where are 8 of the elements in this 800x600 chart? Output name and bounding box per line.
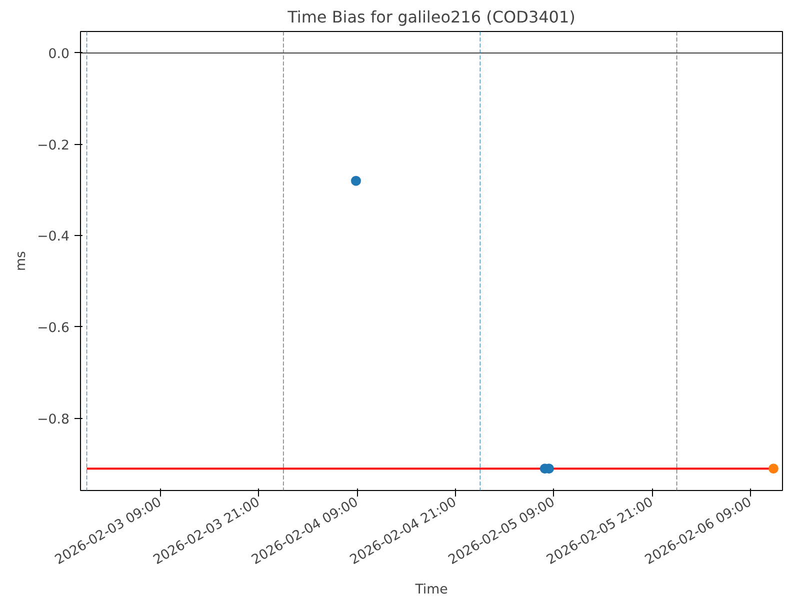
y-tick-label: −0.2	[37, 138, 70, 154]
y-axis-title: ms	[14, 250, 30, 271]
y-tick-label: −0.8	[37, 412, 70, 428]
y-tick-label: 0.0	[48, 46, 70, 62]
y-tick-label: −0.6	[37, 320, 70, 336]
x-axis-title: Time	[414, 582, 448, 598]
y-tick-label: −0.4	[37, 230, 70, 245]
chart-title: Time Bias for galileo216 (COD3401)	[286, 8, 576, 26]
